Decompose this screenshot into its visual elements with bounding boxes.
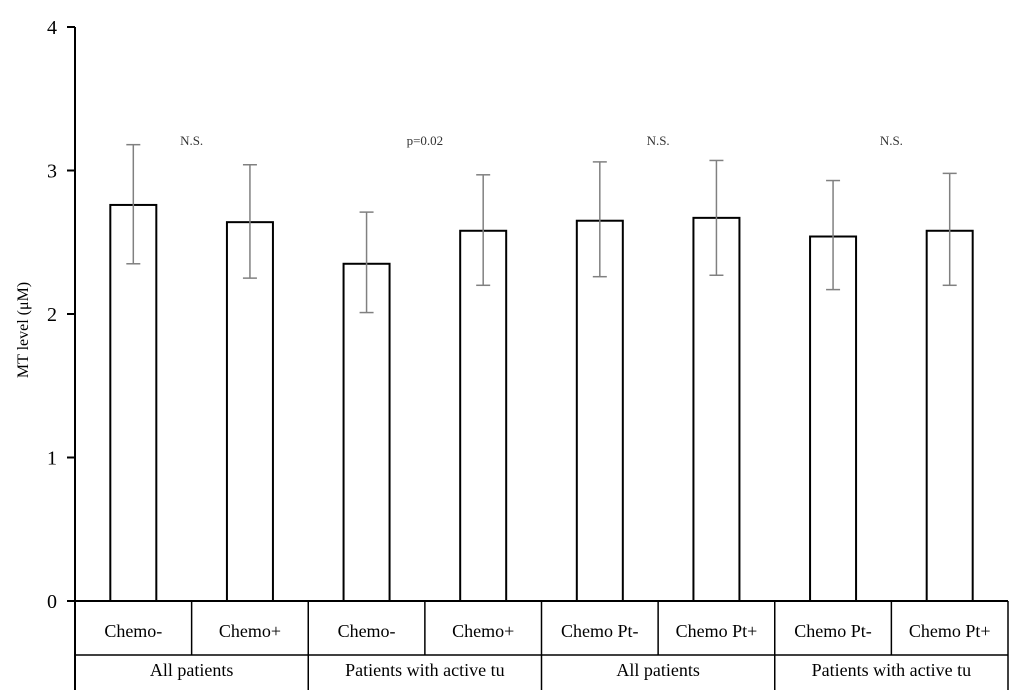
bar <box>225 221 274 602</box>
y-tick-label: 3 <box>47 161 57 183</box>
y-axis-title: MT level (μM) <box>15 282 32 378</box>
y-tick-label: 4 <box>47 17 57 39</box>
category-label: Chemo Pt- <box>794 621 872 641</box>
group-label: Patients with active tu <box>345 660 504 680</box>
category-label: Chemo Pt- <box>561 621 639 641</box>
category-label: Chemo- <box>104 621 162 641</box>
axes <box>67 26 1009 690</box>
y-tick-label: 0 <box>47 591 57 613</box>
y-tick-label: 1 <box>47 448 57 470</box>
category-label: Chemo- <box>338 621 396 641</box>
error-bars <box>126 143 957 314</box>
bar <box>575 219 624 602</box>
significance-annotation: p=0.02 <box>407 133 444 148</box>
group-label: All patients <box>150 660 234 680</box>
labels: 0 1 2 3 4 Chemo- Chemo+ Chemo- Chemo+ Chemo Pt- Ch… <box>47 17 991 680</box>
category-label: Chemo+ <box>452 621 514 641</box>
group-label: Patients with active tu <box>812 660 971 680</box>
bar <box>809 235 858 602</box>
group-label: All patients <box>616 660 700 680</box>
bar <box>925 229 974 603</box>
bar <box>342 262 391 602</box>
bar <box>692 216 741 602</box>
category-label: Chemo Pt+ <box>676 621 758 641</box>
bar <box>109 203 158 602</box>
bar <box>459 229 508 603</box>
y-tick-label: 2 <box>47 304 57 326</box>
bars <box>109 203 974 603</box>
category-label: Chemo+ <box>219 621 281 641</box>
significance-annotation: N.S. <box>880 133 903 148</box>
significance-annotation: N.S. <box>180 133 203 148</box>
significance-annotation: N.S. <box>647 133 670 148</box>
category-label: Chemo Pt+ <box>909 621 991 641</box>
